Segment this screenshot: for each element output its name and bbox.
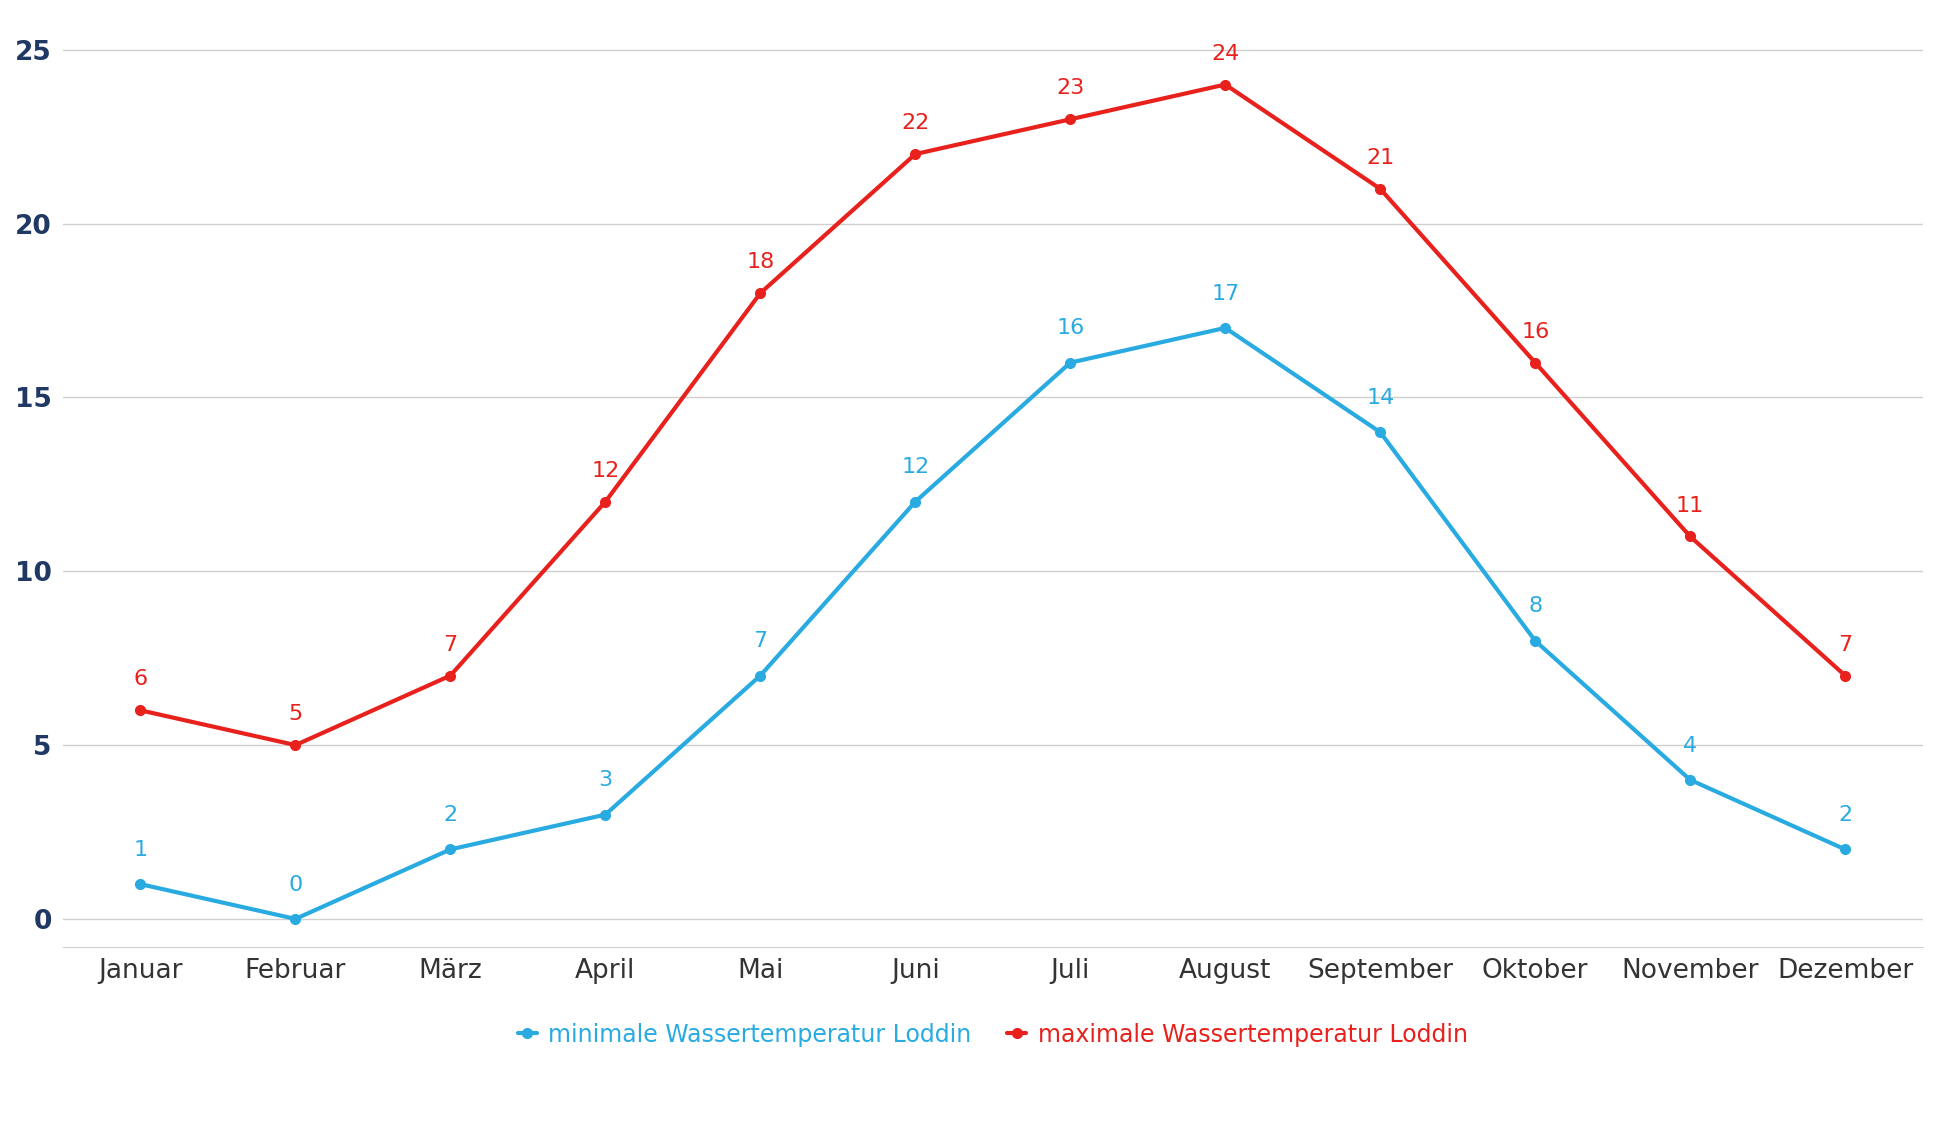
minimale Wassertemperatur Loddin (1679, 774, 1702, 787)
Text: 17: 17 (1210, 284, 1240, 303)
Text: 3: 3 (598, 770, 612, 791)
Text: 23: 23 (1057, 78, 1084, 98)
minimale Wassertemperatur Loddin (439, 843, 462, 856)
Line: maximale Wassertemperatur Loddin: maximale Wassertemperatur Loddin (136, 79, 1850, 750)
maximale Wassertemperatur Loddin (903, 147, 927, 161)
Text: 8: 8 (1527, 596, 1543, 616)
Legend: minimale Wassertemperatur Loddin, maximale Wassertemperatur Loddin: minimale Wassertemperatur Loddin, maxima… (509, 1013, 1477, 1056)
Text: 12: 12 (902, 457, 929, 477)
minimale Wassertemperatur Loddin (1214, 321, 1238, 335)
Text: 5: 5 (288, 705, 303, 724)
Text: 16: 16 (1521, 322, 1549, 342)
Text: 2: 2 (1838, 805, 1852, 824)
maximale Wassertemperatur Loddin (284, 739, 307, 752)
Text: 4: 4 (1683, 735, 1698, 756)
maximale Wassertemperatur Loddin (595, 495, 618, 509)
minimale Wassertemperatur Loddin (1523, 634, 1547, 648)
minimale Wassertemperatur Loddin (1834, 843, 1858, 856)
maximale Wassertemperatur Loddin (1523, 356, 1547, 370)
minimale Wassertemperatur Loddin (1368, 425, 1391, 439)
Text: 1: 1 (134, 840, 148, 860)
Text: 7: 7 (1838, 634, 1852, 655)
minimale Wassertemperatur Loddin (748, 668, 771, 682)
maximale Wassertemperatur Loddin (1214, 78, 1238, 92)
maximale Wassertemperatur Loddin (1679, 529, 1702, 543)
Text: 11: 11 (1677, 495, 1704, 516)
Text: 16: 16 (1057, 318, 1084, 338)
Text: 6: 6 (134, 670, 148, 690)
maximale Wassertemperatur Loddin (1368, 182, 1391, 196)
minimale Wassertemperatur Loddin (595, 808, 618, 821)
Text: 24: 24 (1210, 44, 1240, 63)
Text: 22: 22 (902, 113, 929, 133)
Text: 0: 0 (288, 874, 303, 895)
Text: 18: 18 (746, 252, 775, 273)
Text: 7: 7 (754, 631, 767, 651)
maximale Wassertemperatur Loddin (128, 703, 152, 717)
Text: 14: 14 (1366, 388, 1395, 408)
minimale Wassertemperatur Loddin (128, 878, 152, 891)
minimale Wassertemperatur Loddin (284, 912, 307, 925)
Text: 7: 7 (443, 634, 457, 655)
maximale Wassertemperatur Loddin (439, 668, 462, 682)
minimale Wassertemperatur Loddin (1059, 356, 1082, 370)
Text: 21: 21 (1366, 148, 1395, 169)
maximale Wassertemperatur Loddin (748, 286, 771, 300)
Text: 2: 2 (443, 805, 457, 824)
minimale Wassertemperatur Loddin (903, 495, 927, 509)
Text: 12: 12 (591, 460, 620, 481)
Line: minimale Wassertemperatur Loddin: minimale Wassertemperatur Loddin (136, 323, 1850, 924)
maximale Wassertemperatur Loddin (1059, 112, 1082, 126)
maximale Wassertemperatur Loddin (1834, 668, 1858, 682)
